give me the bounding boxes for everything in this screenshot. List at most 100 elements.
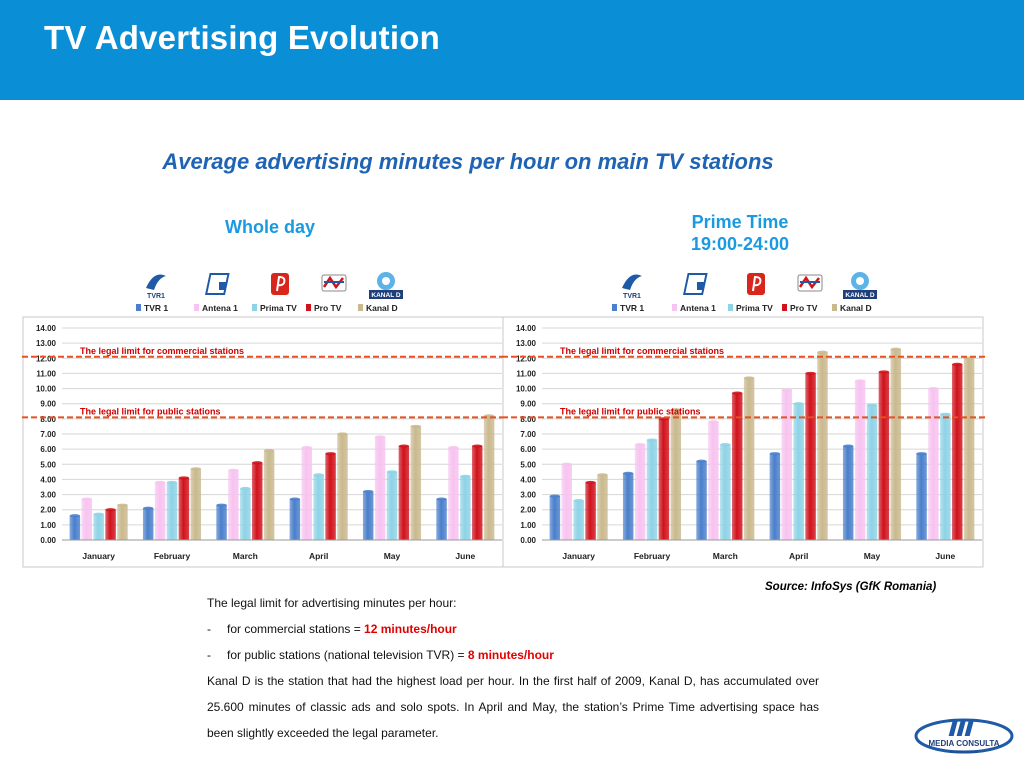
bar-cap <box>410 424 422 429</box>
bar <box>622 473 634 540</box>
bar-cap <box>386 470 398 474</box>
bar <box>817 352 828 540</box>
bar-cap <box>854 379 866 383</box>
y-tick-label: 1.00 <box>40 521 56 530</box>
legend: TVR 1 Antena 1 Prima TV Pro TV Kanal D <box>612 303 872 313</box>
bar-cap <box>928 386 939 391</box>
bullet-dash: - <box>207 622 211 636</box>
bar <box>374 437 386 540</box>
bar-cap <box>154 480 166 485</box>
y-tick-label: 14.00 <box>516 324 537 333</box>
header-bar: TV Advertising Evolution <box>0 0 1024 100</box>
bars: January February March April May June <box>549 347 975 561</box>
bar <box>670 409 682 540</box>
bar <box>410 426 422 540</box>
bar-cap <box>916 452 927 456</box>
kanal-d-logo-label: KANAL D <box>845 292 874 299</box>
chart-title-prime-time: Prime Time 19:00-24:00 <box>640 211 840 255</box>
kanal-d-logo-mark <box>856 277 864 285</box>
bar-cap <box>573 499 584 503</box>
bar-cap <box>793 402 804 406</box>
chart-title-prime-time-line2: 19:00-24:00 <box>690 234 790 254</box>
bullet-commercial-text: for commercial stations = <box>227 622 365 636</box>
x-tick-label: January <box>562 551 595 561</box>
bar-cap <box>105 508 116 512</box>
y-tick-label: 12.00 <box>36 354 57 363</box>
y-tick-label: 14.00 <box>36 324 57 333</box>
bullet-commercial-value: 12 minutes/hour <box>364 622 457 636</box>
y-tick-label: 1.00 <box>520 521 536 530</box>
bar <box>386 471 398 540</box>
y-tick-label: 9.00 <box>40 400 56 409</box>
legend-label: Prima TV <box>736 303 773 313</box>
legend-swatch <box>782 304 787 311</box>
y-tick-label: 10.00 <box>516 385 537 394</box>
legend-label: Pro TV <box>314 303 342 313</box>
bar-cap <box>325 452 336 456</box>
bar-cap <box>597 473 608 477</box>
bar-cap <box>622 471 634 475</box>
y-tick-label: 4.00 <box>40 475 56 484</box>
legend-swatch <box>306 304 311 311</box>
chart-title-whole-day: Whole day <box>224 217 315 237</box>
y-tick-label: 12.00 <box>516 354 537 363</box>
prima-tv-logo-mark <box>752 275 762 292</box>
bar-cap <box>878 370 890 374</box>
bar <box>720 444 731 540</box>
bar-cap <box>817 350 828 354</box>
bar <box>81 499 93 540</box>
bar-cap <box>634 443 646 447</box>
bar <box>448 447 459 540</box>
bar-cap <box>81 497 93 501</box>
legend-label: Kanal D <box>366 303 398 313</box>
bar-cap <box>781 388 793 392</box>
bar <box>573 500 584 540</box>
y-tick-label: 10.00 <box>36 385 57 394</box>
y-tick-label: 0.00 <box>520 536 536 545</box>
bar-cap <box>708 420 719 424</box>
bar-cap <box>890 347 902 351</box>
bar <box>301 447 313 540</box>
bar-cap <box>178 476 190 480</box>
y-tick-label: 8.00 <box>40 415 56 424</box>
tvr1-logo-icon <box>146 274 166 290</box>
y-tick-label: 8.00 <box>520 415 536 424</box>
bar <box>842 446 854 540</box>
bar <box>781 390 793 540</box>
x-tick-label: May <box>384 551 401 561</box>
bar-cap <box>842 444 854 448</box>
tvr1-logo-icon <box>622 274 642 290</box>
bar <box>483 415 495 540</box>
bar <box>866 405 878 540</box>
y-tick-label: 4.00 <box>520 475 536 484</box>
y-tick-label: 5.00 <box>520 460 536 469</box>
y-tick-label: 7.00 <box>40 430 56 439</box>
bar <box>93 514 104 540</box>
bar-cap <box>228 468 239 472</box>
notes-bullet-commercial: - for commercial stations = 12 minutes/ho… <box>207 616 819 642</box>
bar <box>916 453 927 540</box>
tvr1-logo-label: TVR1 <box>147 293 165 300</box>
bar-cap <box>866 403 878 407</box>
y-tick-label: 9.00 <box>520 400 536 409</box>
bar-cap <box>166 480 178 485</box>
bar-cap <box>398 444 410 448</box>
legal-limit-label: The legal limit for commercial stations <box>560 346 724 356</box>
station-logos: TVR1 KANAL D <box>622 272 877 300</box>
bar-cap <box>374 435 386 439</box>
x-tick-label: March <box>713 551 738 561</box>
bar-cap <box>731 391 743 395</box>
legend-swatch <box>832 304 837 311</box>
legend: TVR 1 Antena 1 Prima TV Pro TV Kanal D <box>136 303 398 313</box>
bar <box>460 476 471 540</box>
bar <box>325 453 336 540</box>
x-tick-label: April <box>789 551 808 561</box>
bar <box>142 508 154 540</box>
bar <box>216 505 227 540</box>
bar <box>263 450 275 540</box>
bar-cap <box>289 497 301 501</box>
bar <box>585 482 596 540</box>
kanal-d-logo-mark <box>382 277 390 285</box>
chart-whole-day: TVR1 KANAL D TVR 1 Antena 1 Prima TV Pro TV Ka… <box>22 272 505 568</box>
bullet-public-text: for public stations (national television… <box>227 648 468 662</box>
